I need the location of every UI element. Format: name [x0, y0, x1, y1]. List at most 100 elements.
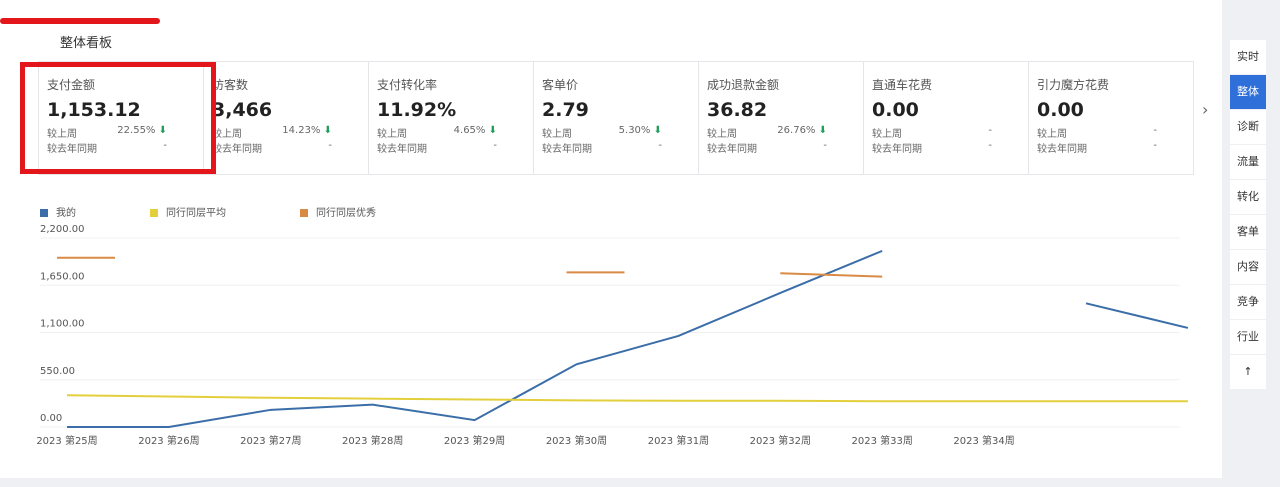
compare-value: -	[328, 140, 332, 151]
kpi-value: 3,466	[212, 99, 273, 121]
sidebar-item[interactable]: 竞争	[1230, 285, 1266, 319]
kpi-label: 引力魔方花费	[1037, 78, 1110, 92]
sidebar-item[interactable]: 整体	[1230, 75, 1266, 109]
compare-value: 5.30% ⬇	[619, 125, 662, 140]
compare-number: 4.65%	[453, 125, 486, 136]
compare-label: 较上周	[212, 129, 242, 140]
compare-value: -	[1153, 140, 1157, 151]
x-tick-label: 2023 第34周	[953, 434, 1014, 447]
compare-number: -	[1153, 125, 1157, 136]
compare-label: 较上周	[707, 129, 737, 140]
panel: 整体看板 支付金额 1,153.12 较上周 22.55% ⬇ 较去年同期 - 访客数 3,4…	[0, 0, 1222, 478]
down-arrow: ⬇	[650, 125, 662, 136]
sidebar-item[interactable]: 流量	[1230, 145, 1266, 179]
next-button[interactable]: ›	[1202, 100, 1209, 119]
sidebar: 实时 整体 诊断 流量 转化 客单 内容 竞争 行业 ↑	[1230, 40, 1266, 390]
down-arrow: ⬇	[155, 125, 167, 136]
sidebar-item[interactable]: 客单	[1230, 215, 1266, 249]
compare-label: 较上周	[542, 129, 572, 140]
down-arrow: ⬇	[320, 125, 332, 136]
x-tick-label: 2023 第27周	[240, 434, 301, 447]
kpi-value: 36.82	[707, 99, 768, 121]
compare-value: -	[493, 140, 497, 151]
kpi-card[interactable]: 客单价 2.79 较上周 5.30% ⬇ 较去年同期 -	[534, 62, 699, 174]
kpi-label: 支付转化率	[377, 78, 438, 92]
compare-label: 较去年同期	[377, 144, 427, 155]
kpi-value: 1,153.12	[47, 99, 141, 121]
compare-value: 22.55% ⬇	[117, 125, 167, 140]
x-tick-label: 2023 第29周	[444, 434, 505, 447]
x-tick-label: 2023 第31周	[648, 434, 709, 447]
compare-row: 较去年同期 -	[872, 140, 992, 155]
kpi-label: 成功退款金额	[707, 78, 780, 92]
highlight-box	[20, 62, 216, 174]
legend-swatch	[40, 209, 48, 217]
kpi-label: 直通车花费	[872, 78, 933, 92]
kpi-value: 0.00	[1037, 99, 1084, 121]
legend-label: 我的	[56, 206, 76, 219]
legend-label: 同行同层优秀	[316, 206, 376, 219]
sidebar-item[interactable]: 转化	[1230, 180, 1266, 214]
sidebar-item[interactable]: 实时	[1230, 40, 1266, 74]
compare-row: 较上周 -	[1037, 125, 1157, 140]
compare-number: 5.30%	[618, 125, 651, 136]
compare-label: 较去年同期	[47, 144, 97, 155]
down-arrow: ⬇	[815, 125, 827, 136]
compare-row: 较上周 -	[872, 125, 992, 140]
kpi-card[interactable]: 引力魔方花费 0.00 较上周 - 较去年同期 -	[1029, 62, 1193, 174]
series-line	[67, 249, 1189, 428]
kpi-card[interactable]: 访客数 3,466 较上周 14.23% ⬇ 较去年同期 -	[204, 62, 369, 174]
compare-value: -	[823, 140, 827, 151]
compare-label: 较去年同期	[707, 144, 757, 155]
kpi-label: 客单价	[542, 78, 579, 92]
compare-value: 14.23% ⬇	[282, 125, 332, 140]
y-tick-label: 550.00	[40, 366, 75, 377]
compare-number: 14.23%	[282, 125, 321, 136]
compare-label: 较上周	[377, 129, 407, 140]
x-tick-label: 2023 第30周	[546, 434, 607, 447]
compare-value: -	[988, 140, 992, 151]
compare-row: 较去年同期 -	[707, 140, 827, 155]
legend-swatch	[300, 209, 308, 217]
series-line	[66, 394, 1188, 403]
y-tick-label: 2,200.00	[40, 224, 85, 235]
compare-value: -	[658, 140, 662, 151]
y-tick-label: 1,650.00	[40, 271, 85, 282]
series-line	[780, 272, 883, 278]
compare-row: 较上周 5.30% ⬇	[542, 125, 662, 140]
chart: 0.00 550.00 1,100.00 1,650.00 2,200.00 2023 第…	[36, 206, 1189, 447]
sidebar-item[interactable]: 行业	[1230, 320, 1266, 354]
x-tick-label: 2023 第25周	[36, 434, 97, 447]
x-tick-label: 2023 第32周	[750, 434, 811, 447]
kpi-label: 访客数	[212, 78, 249, 92]
kpi-cards: 支付金额 1,153.12 较上周 22.55% ⬇ 较去年同期 - 访客数 3,466 较上周…	[38, 61, 1194, 175]
kpi-card[interactable]: 支付转化率 11.92% 较上周 4.65% ⬇ 较去年同期 -	[369, 62, 534, 174]
compare-label: 较去年同期	[542, 144, 592, 155]
compare-number: -	[988, 125, 992, 136]
back-to-top[interactable]: ↑	[1230, 355, 1266, 389]
x-tick-label: 2023 第33周	[852, 434, 913, 447]
compare-number: 26.76%	[777, 125, 816, 136]
legend-label: 同行同层平均	[166, 206, 226, 219]
sidebar-item[interactable]: 内容	[1230, 250, 1266, 284]
legend-swatch	[150, 209, 158, 217]
kpi-value: 0.00	[872, 99, 919, 121]
compare-row: 较去年同期 -	[377, 140, 497, 155]
kpi-card[interactable]: 直通车花费 0.00 较上周 - 较去年同期 -	[864, 62, 1029, 174]
compare-row: 较上周 14.23% ⬇	[212, 125, 332, 140]
compare-row: 较去年同期 -	[1037, 140, 1157, 155]
compare-row: 较上周 26.76% ⬇	[707, 125, 827, 140]
y-tick-label: 0.00	[40, 413, 62, 424]
kpi-card[interactable]: 支付金额 1,153.12 较上周 22.55% ⬇ 较去年同期 -	[39, 62, 204, 174]
compare-label: 较去年同期	[212, 144, 262, 155]
compare-number: 22.55%	[117, 125, 156, 136]
compare-row: 较去年同期 -	[212, 140, 332, 155]
compare-row: 较去年同期 -	[542, 140, 662, 155]
highlight-bar	[0, 18, 160, 24]
compare-value: 26.76% ⬇	[777, 125, 827, 140]
sidebar-item[interactable]: 诊断	[1230, 110, 1266, 144]
down-arrow: ⬇	[485, 125, 497, 136]
compare-label: 较上周	[872, 129, 902, 140]
kpi-card[interactable]: 成功退款金额 36.82 较上周 26.76% ⬇ 较去年同期 -	[699, 62, 864, 174]
